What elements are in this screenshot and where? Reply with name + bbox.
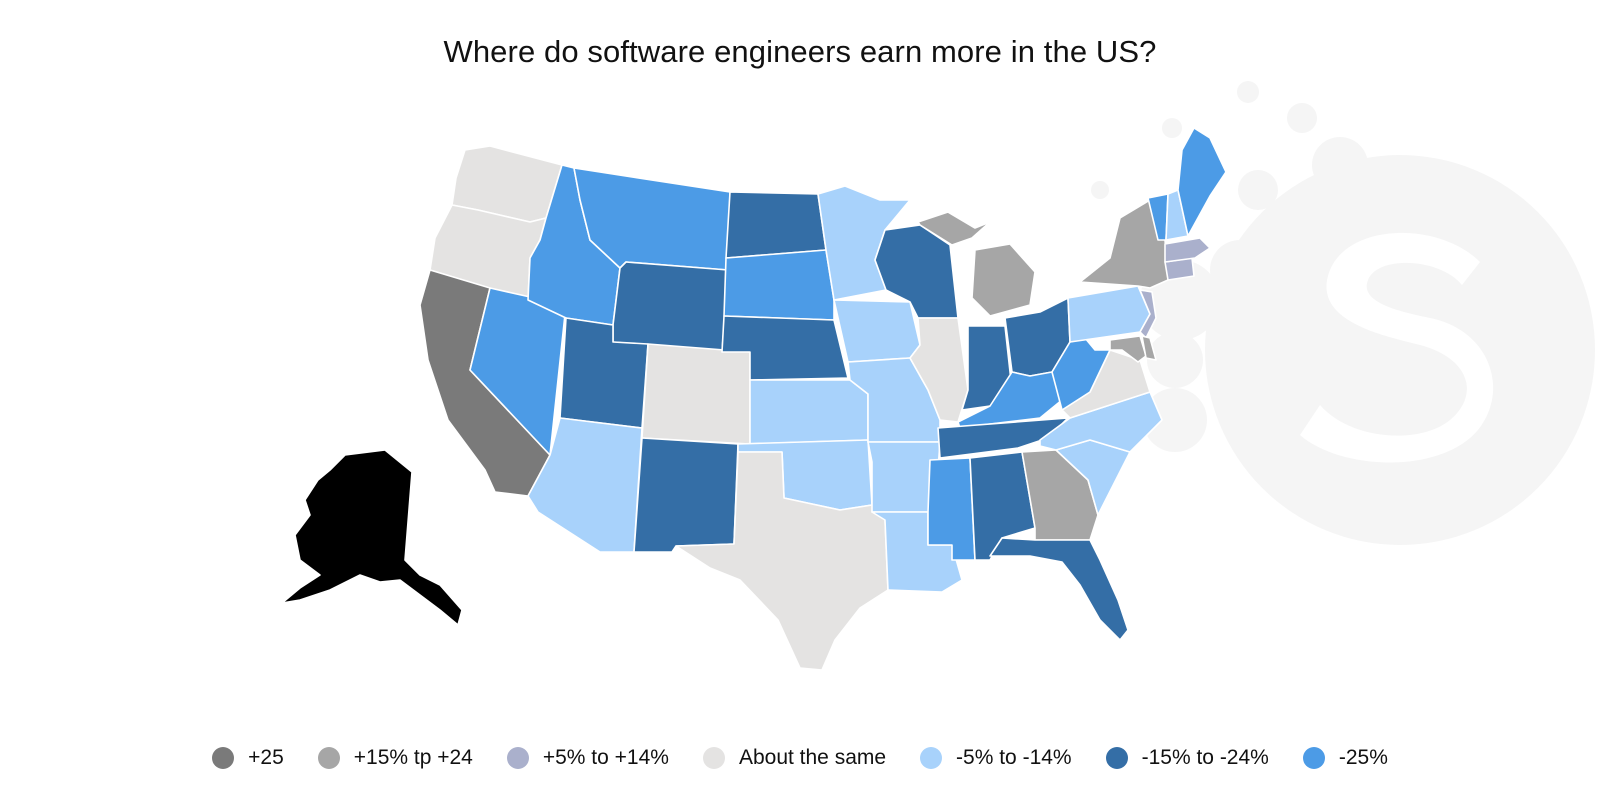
legend-item: +5% to +14% [506,746,669,770]
state-ia[interactable] [833,299,921,363]
state-mi-upper[interactable] [917,211,991,246]
legend-label: About the same [738,746,887,769]
state-pa[interactable] [1067,285,1151,343]
legend-label: -25% [1338,746,1388,769]
state-il[interactable] [909,317,969,423]
legend-swatch [212,747,235,769]
legend-swatch [317,747,340,769]
state-wy[interactable] [612,261,729,353]
state-ms[interactable] [927,457,976,561]
state-co[interactable] [641,343,751,445]
map-title: Where do software engineers earn more in… [443,34,1157,69]
state-fl[interactable] [989,537,1129,641]
legend-label: -5% to -14% [956,746,1072,769]
state-nd[interactable] [725,191,827,259]
legend: +25 +15% tp +24 +5% to +14% About the sa… [0,740,1600,776]
state-de[interactable] [1141,335,1157,361]
state-tx[interactable] [675,451,889,671]
legend-item: +15% tp +24 [317,746,473,770]
legend-swatch [702,747,725,769]
state-md[interactable] [1109,335,1147,363]
legend-label: -15% to -24% [1141,746,1269,769]
legend-label: +25 [248,746,284,769]
legend-swatch [506,747,529,769]
state-mi[interactable] [971,243,1036,317]
state-ak[interactable] [281,449,463,626]
legend-swatch [920,747,943,769]
legend-swatch [1302,747,1325,769]
state-sd[interactable] [723,249,835,321]
legend-item: About the same [702,746,887,770]
state-tn[interactable] [937,417,1069,459]
legend-item: -5% to -14% [920,746,1072,770]
legend-label: +5% to +14% [542,746,669,769]
legend-swatch [1105,747,1128,769]
legend-item: +25 [212,746,284,770]
state-me[interactable] [1177,127,1227,237]
state-ks[interactable] [749,379,869,445]
state-nm[interactable] [633,437,739,553]
legend-item: -25% [1302,746,1388,770]
watermark-s-letter [1300,232,1494,463]
legend-label: +15% tp +24 [353,746,473,769]
legend-item: -15% to -24% [1105,746,1269,770]
state-ma[interactable] [1164,237,1211,263]
